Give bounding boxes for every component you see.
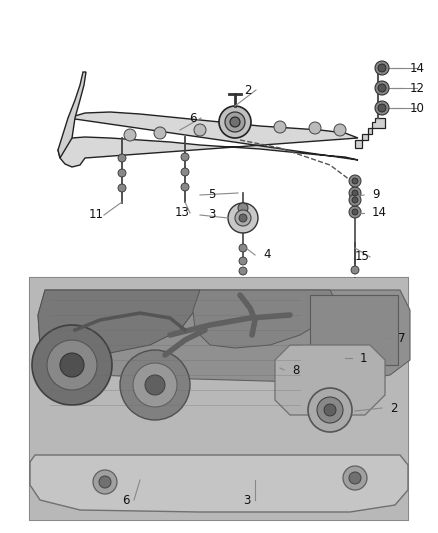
Circle shape (352, 190, 358, 196)
Polygon shape (58, 72, 86, 158)
Polygon shape (30, 455, 408, 512)
Text: 1: 1 (360, 351, 367, 365)
Text: 2: 2 (244, 84, 252, 96)
Text: 3: 3 (208, 208, 215, 222)
Circle shape (309, 122, 321, 134)
Text: 15: 15 (355, 251, 369, 263)
Circle shape (235, 210, 251, 226)
Circle shape (324, 404, 336, 416)
Circle shape (349, 187, 361, 199)
Circle shape (145, 375, 165, 395)
Circle shape (375, 81, 389, 95)
Circle shape (375, 101, 389, 115)
Circle shape (378, 64, 386, 72)
Circle shape (352, 197, 358, 203)
Circle shape (118, 184, 126, 192)
Circle shape (229, 122, 241, 134)
Circle shape (349, 175, 361, 187)
Circle shape (239, 267, 247, 275)
Text: 7: 7 (398, 332, 406, 344)
Polygon shape (38, 290, 410, 382)
Circle shape (349, 472, 361, 484)
Polygon shape (275, 345, 385, 415)
Circle shape (239, 244, 247, 252)
Circle shape (32, 325, 112, 405)
Text: 14: 14 (410, 61, 425, 75)
Circle shape (375, 61, 389, 75)
Text: 4: 4 (263, 248, 271, 262)
Circle shape (219, 106, 251, 138)
Circle shape (99, 476, 111, 488)
Circle shape (378, 84, 386, 92)
Text: 6: 6 (122, 494, 130, 506)
Circle shape (194, 124, 206, 136)
Text: 2: 2 (390, 401, 398, 415)
Circle shape (352, 209, 358, 215)
Circle shape (239, 257, 247, 265)
Polygon shape (355, 118, 385, 148)
Circle shape (181, 183, 189, 191)
Polygon shape (193, 290, 335, 348)
Circle shape (118, 169, 126, 177)
Circle shape (334, 124, 346, 136)
Circle shape (238, 203, 248, 213)
Circle shape (239, 214, 247, 222)
Circle shape (181, 168, 189, 176)
Circle shape (118, 154, 126, 162)
Circle shape (352, 178, 358, 184)
Bar (30, 278, 408, 520)
Text: 14: 14 (372, 206, 387, 220)
Circle shape (154, 127, 166, 139)
Text: 5: 5 (208, 189, 215, 201)
Text: 8: 8 (292, 364, 300, 376)
Text: 9: 9 (372, 189, 379, 201)
Circle shape (60, 353, 84, 377)
Text: 11: 11 (88, 208, 103, 222)
Text: 6: 6 (189, 111, 197, 125)
Circle shape (351, 266, 359, 274)
Circle shape (181, 153, 189, 161)
Circle shape (133, 363, 177, 407)
Circle shape (225, 112, 245, 132)
Bar (310, 295, 398, 365)
Circle shape (308, 388, 352, 432)
Circle shape (124, 129, 136, 141)
Circle shape (317, 397, 343, 423)
Bar (30, 278, 408, 520)
Polygon shape (58, 112, 358, 167)
Circle shape (378, 104, 386, 112)
Text: 10: 10 (410, 101, 425, 115)
Text: 12: 12 (410, 82, 425, 94)
Circle shape (93, 470, 117, 494)
Circle shape (349, 194, 361, 206)
Circle shape (47, 340, 97, 390)
Circle shape (120, 350, 190, 420)
Circle shape (230, 117, 240, 127)
Circle shape (343, 466, 367, 490)
Circle shape (349, 206, 361, 218)
Polygon shape (38, 290, 200, 360)
Text: 3: 3 (244, 494, 251, 506)
Text: 13: 13 (175, 206, 190, 220)
Circle shape (228, 203, 258, 233)
Circle shape (274, 121, 286, 133)
